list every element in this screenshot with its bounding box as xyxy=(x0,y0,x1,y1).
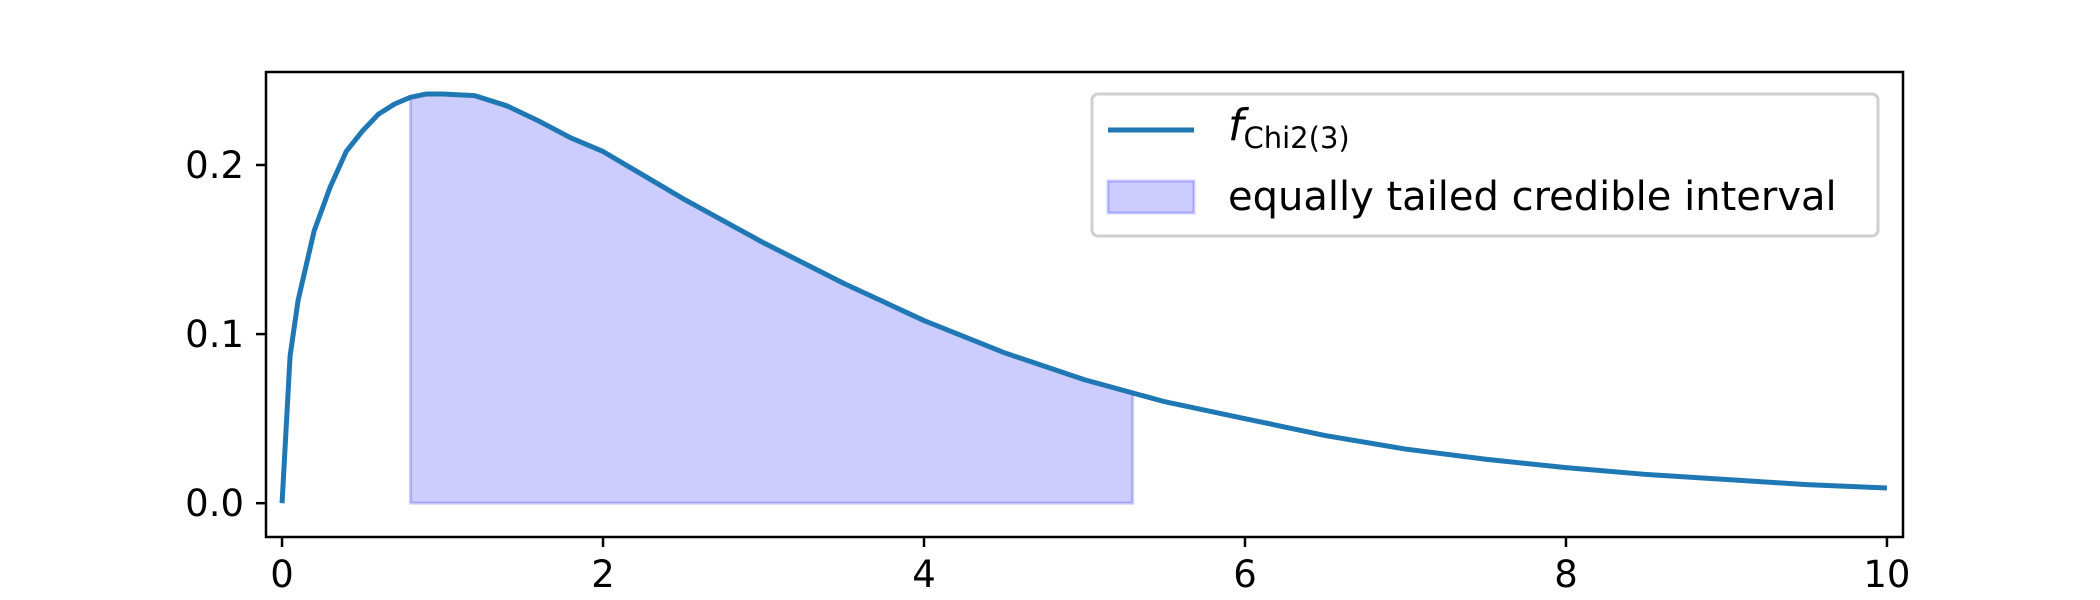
y-tick-label: 0.2 xyxy=(185,144,244,187)
x-tick-label: 2 xyxy=(591,553,615,596)
legend: fChi2(3) equally tailed credible interva… xyxy=(1090,92,1880,238)
x-tick-label: 10 xyxy=(1863,553,1910,596)
x-tick-label: 4 xyxy=(912,553,936,596)
legend-fill-label: equally tailed credible interval xyxy=(1228,174,1837,220)
y-tick-label: 0.0 xyxy=(185,482,244,525)
axes: 0 2 4 6 8 10 0.0 0.1 0.2 xyxy=(185,70,1910,596)
legend-box xyxy=(1090,92,1880,238)
plot-frame xyxy=(264,70,1905,539)
x-tick-label: 0 xyxy=(270,553,294,596)
chi2-density-line xyxy=(279,91,1888,504)
legend-fill-swatch xyxy=(1106,179,1196,215)
plot-area xyxy=(279,91,1888,505)
y-tick-label: 0.1 xyxy=(185,313,244,356)
x-tick-label: 6 xyxy=(1233,553,1257,596)
x-tick-label: 8 xyxy=(1554,553,1578,596)
credible-interval-area xyxy=(408,92,1135,505)
legend-line-label-sub: Chi2(3) xyxy=(1244,121,1350,155)
